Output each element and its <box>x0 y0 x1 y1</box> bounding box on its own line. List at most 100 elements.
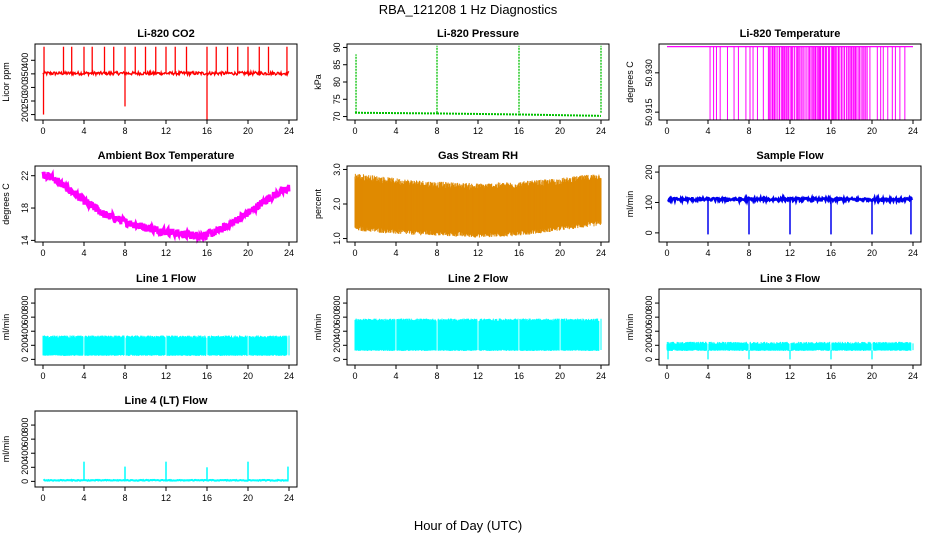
x-tick-label: 0 <box>664 126 669 136</box>
y-axis-label: ml/min <box>625 191 635 218</box>
y-tick-label: 250 <box>20 93 30 108</box>
x-tick-label: 20 <box>243 248 253 258</box>
series-line3 <box>666 341 914 360</box>
x-tick-label: 12 <box>785 126 795 136</box>
x-tick-label: 4 <box>81 248 86 258</box>
x-tick-label: 8 <box>746 371 751 381</box>
x-tick-label: 16 <box>202 371 212 381</box>
y-tick-label: 400 <box>20 53 30 68</box>
y-tick-label: 0 <box>644 230 654 235</box>
x-tick-label: 16 <box>202 248 212 258</box>
panel-title: Line 4 (LT) Flow <box>125 395 208 407</box>
box-temp-trace <box>41 169 291 244</box>
y-axis-label: ml/min <box>1 436 11 463</box>
plot-box <box>346 43 610 121</box>
x-tick-label: 8 <box>122 248 127 258</box>
x-tick-label: 0 <box>352 248 357 258</box>
y-tick-label: 800 <box>20 418 30 433</box>
panel-licor-temp: Li-820 Temperature degrees C 0 4 8 12 16 20 24 50… <box>625 28 922 136</box>
y-tick-label: 200 <box>20 107 30 122</box>
y-tick-label: 70 <box>332 112 342 122</box>
panel-title: Li-820 Temperature <box>740 28 841 40</box>
x-tick-label: 12 <box>785 371 795 381</box>
y-tick-label: 85 <box>332 60 342 70</box>
y-tick-label: 400 <box>332 324 342 339</box>
y-tick-label: 14 <box>20 235 30 245</box>
x-tick-label: 20 <box>867 371 877 381</box>
panel-rh: Gas Stream RH percent 0 4 8 12 16 20 24 1.0 2.0 3.0 <box>313 150 610 258</box>
y-tick-label: 18 <box>20 203 30 213</box>
y-tick-label: 800 <box>644 296 654 311</box>
series-rh <box>354 173 602 238</box>
x-tick-label: 24 <box>284 248 294 258</box>
x-tick-label: 0 <box>40 493 45 503</box>
x-tick-label: 20 <box>243 371 253 381</box>
x-tick-label: 20 <box>555 248 565 258</box>
x-tick-label: 24 <box>596 248 606 258</box>
x-tick-label: 4 <box>81 371 86 381</box>
panel-line4: Line 4 (LT) Flow ml/min 0 4 8 12 16 20 24 0 200400… <box>1 395 298 503</box>
y-tick-label: 400 <box>644 324 654 339</box>
y-tick-label: 0 <box>20 479 30 484</box>
y-tick-label: 200 <box>644 338 654 353</box>
x-tick-label: 12 <box>161 248 171 258</box>
x-tick-label: 8 <box>746 126 751 136</box>
y-tick-label: 200 <box>20 460 30 475</box>
y-axis-label: degrees C <box>625 61 635 103</box>
series-line4 <box>42 461 289 483</box>
y-tick-label: 22 <box>20 171 30 181</box>
x-tick-label: 12 <box>161 493 171 503</box>
x-tick-label: 16 <box>202 493 212 503</box>
panel-pressure: Li-820 Pressure kPa 0 4 8 12 16 20 24 70 75 80 85 90 <box>313 28 610 136</box>
panel-title: Line 3 Flow <box>760 273 820 285</box>
x-tick-label: 12 <box>785 248 795 258</box>
x-tick-label: 16 <box>202 126 212 136</box>
x-tick-label: 16 <box>514 371 524 381</box>
x-tick-label: 24 <box>908 126 918 136</box>
y-tick-label: 350 <box>20 66 30 81</box>
x-tick-label: 4 <box>393 248 398 258</box>
x-tick-label: 0 <box>40 371 45 381</box>
x-tick-label: 8 <box>434 126 439 136</box>
panel-title: Ambient Box Temperature <box>98 150 235 162</box>
y-tick-label: 400 <box>20 446 30 461</box>
x-tick-label: 16 <box>826 248 836 258</box>
panel-co2: Li-820 CO2 Licor ppm 0 4 8 12 16 20 24 2002503003… <box>1 28 298 136</box>
x-tick-label: 16 <box>826 371 836 381</box>
x-tick-label: 20 <box>867 248 877 258</box>
x-tick-label: 12 <box>473 126 483 136</box>
x-tick-label: 8 <box>122 126 127 136</box>
y-axis-label: degrees C <box>1 183 11 225</box>
y-tick-label: 75 <box>332 94 342 104</box>
x-tick-label: 24 <box>908 371 918 381</box>
x-tick-label: 0 <box>352 126 357 136</box>
x-tick-label: 12 <box>473 371 483 381</box>
panel-title: Li-820 CO2 <box>137 28 194 40</box>
y-tick-label: 600 <box>332 310 342 325</box>
x-tick-label: 20 <box>243 493 253 503</box>
x-tick-label: 8 <box>746 248 751 258</box>
x-tick-label: 0 <box>40 126 45 136</box>
x-tick-label: 20 <box>243 126 253 136</box>
y-tick-label: 90 <box>332 42 342 52</box>
y-axis-label: ml/min <box>1 314 11 341</box>
x-tick-label: 24 <box>596 126 606 136</box>
x-tick-label: 8 <box>434 248 439 258</box>
panel-line1: Line 1 Flow ml/min 0 4 8 12 16 20 24 0 20040060080… <box>1 273 298 381</box>
y-tick-label: 0 <box>644 357 654 362</box>
x-tick-label: 16 <box>514 126 524 136</box>
x-axis-label: Hour of Day (UTC) <box>413 518 523 533</box>
y-axis-label: Licor ppm <box>1 62 11 102</box>
x-tick-label: 4 <box>705 126 710 136</box>
x-tick-label: 4 <box>705 371 710 381</box>
x-tick-label: 4 <box>393 126 398 136</box>
series-licor-temp <box>667 45 913 121</box>
x-tick-label: 4 <box>393 371 398 381</box>
y-axis-label: ml/min <box>313 314 323 341</box>
figure-title: RBA_121208 1 Hz Diagnostics <box>378 2 558 17</box>
x-tick-label: 8 <box>434 371 439 381</box>
x-tick-label: 24 <box>284 371 294 381</box>
y-tick-label: 800 <box>332 296 342 311</box>
panel-title: Line 1 Flow <box>136 273 196 285</box>
